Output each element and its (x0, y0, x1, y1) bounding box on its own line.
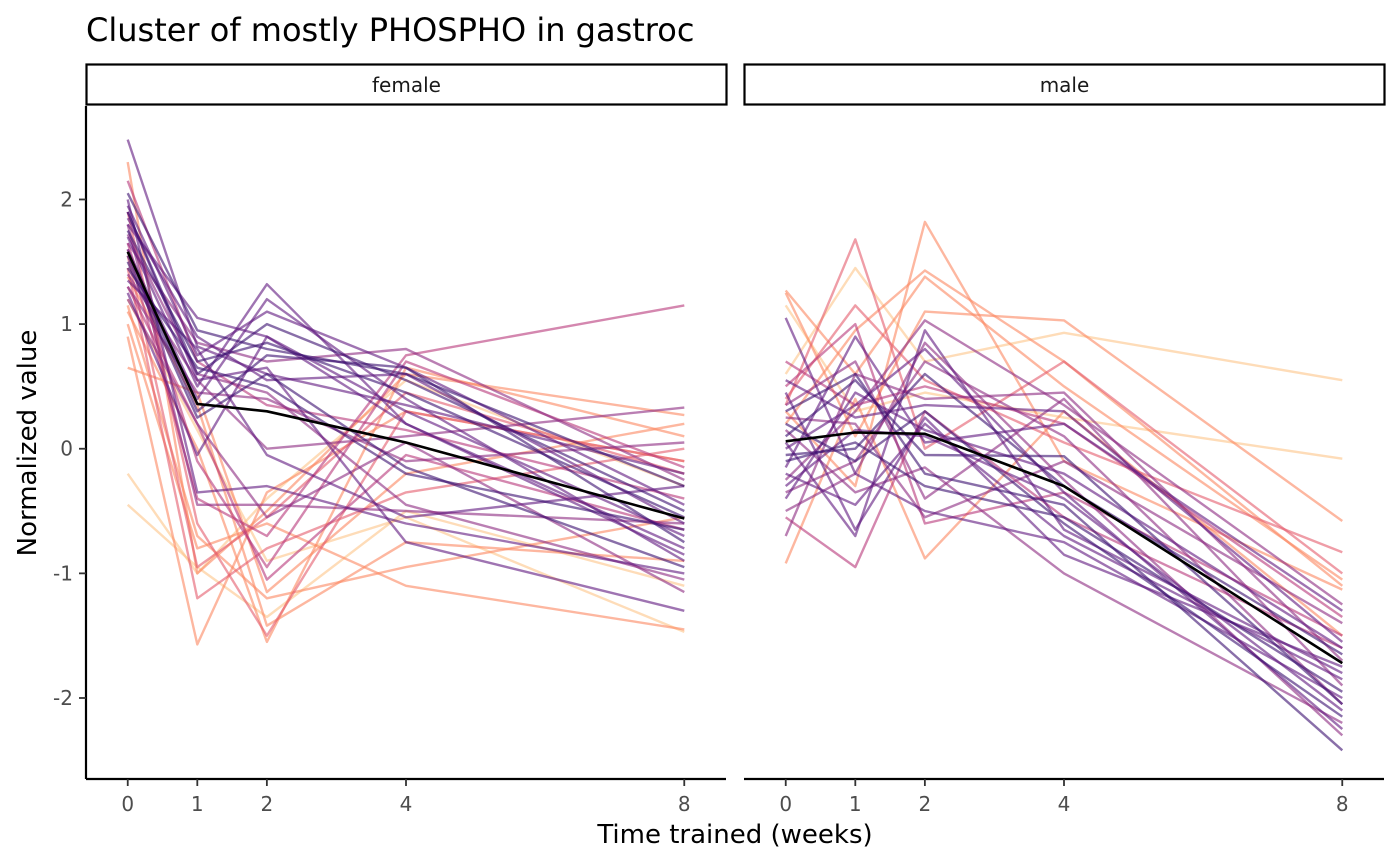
chart-title: Cluster of mostly PHOSPHO in gastroc (86, 11, 694, 49)
series-line-male-6 (785, 422, 1343, 681)
y-tick-label-1: 1 (60, 312, 73, 336)
axes-female: 0 1 2 4 8 (84, 106, 726, 816)
series-line-male-4 (785, 347, 1344, 731)
series-line-female-19 (126, 199, 685, 575)
x-tick-label-female-4: 4 (400, 792, 413, 816)
x-tick-label-female-8: 8 (678, 792, 691, 816)
series-line-female-9 (126, 242, 685, 481)
series-line-female-20 (126, 211, 685, 612)
x-tick-label-male-1: 1 (849, 792, 862, 816)
series-line-female-29 (126, 161, 685, 575)
y-axis-title: Normalized value (13, 330, 43, 557)
series-line-female-34 (126, 323, 685, 631)
series-line-female-8 (126, 236, 685, 550)
series-line-female-21 (126, 233, 685, 581)
y-tick-label--1: -1 (53, 561, 73, 585)
series-line-female-12 (126, 261, 685, 569)
series-line-male-30 (784, 292, 1344, 522)
series-line-male-27 (784, 269, 1344, 587)
x-tick-label-male-0: 0 (779, 792, 792, 816)
strip-male (743, 63, 1386, 106)
series-line-male-29 (784, 220, 1343, 591)
series-line-female-30 (126, 286, 685, 581)
series-line-male-12 (784, 335, 1343, 612)
series-line-female-23 (126, 224, 685, 525)
panel-male: male 0 1 2 4 8 (743, 63, 1386, 816)
y-tick-label--2: -2 (53, 686, 73, 710)
series-line-male-7 (784, 428, 1344, 712)
x-tick-label-male-2: 2 (919, 792, 932, 816)
series-line-female-2 (126, 192, 685, 488)
series-line-male-16 (784, 329, 1343, 675)
series-line-male-13 (784, 429, 1343, 724)
x-tick-label-male-4: 4 (1058, 792, 1071, 816)
series-line-female-11 (126, 255, 685, 544)
series-layer-female (126, 139, 685, 646)
series-line-male-5 (785, 441, 1343, 693)
strip-label-female: female (372, 73, 441, 97)
series-line-male-14 (784, 391, 1343, 650)
x-axis-title: Time trained (weeks) (596, 820, 872, 850)
series-line-female-15 (126, 279, 685, 519)
y-tick-label-2: 2 (60, 187, 73, 211)
axes-male: 0 1 2 4 8 (744, 777, 1384, 816)
x-tick-label-female-2: 2 (261, 792, 274, 816)
series-line-male-11 (784, 317, 1343, 700)
series-line-male-10 (785, 379, 1344, 643)
mean-line-female (126, 251, 685, 520)
series-line-female-13 (126, 267, 685, 531)
series-line-male-3 (784, 379, 1344, 706)
strip-female (85, 63, 728, 106)
series-line-male-25 (784, 304, 1343, 554)
strip-label-male: male (1040, 73, 1090, 97)
x-tick-label-female-1: 1 (191, 792, 204, 816)
panel-female: female 0 1 2 4 8 (84, 63, 728, 816)
mean-line-male (785, 431, 1343, 665)
series-line-female-25 (126, 242, 685, 569)
series-line-female-7 (126, 230, 685, 519)
series-line-female-27 (126, 267, 685, 600)
x-tick-label-male-8: 8 (1336, 792, 1349, 816)
series-line-male-1 (785, 372, 1344, 752)
x-tick-label-female-0: 0 (121, 792, 134, 816)
series-layer-male (784, 220, 1344, 752)
series-line-male-26 (784, 238, 1344, 575)
series-line-male-15 (785, 360, 1344, 687)
y-axis-ticks: 2 1 0 -1 -2 (53, 187, 86, 710)
y-tick-label-0: 0 (60, 437, 73, 461)
series-line-male-8 (784, 392, 1343, 668)
series-line-male-9 (785, 372, 1343, 656)
series-line-female-17 (126, 292, 685, 556)
series-line-female-3 (126, 205, 685, 506)
